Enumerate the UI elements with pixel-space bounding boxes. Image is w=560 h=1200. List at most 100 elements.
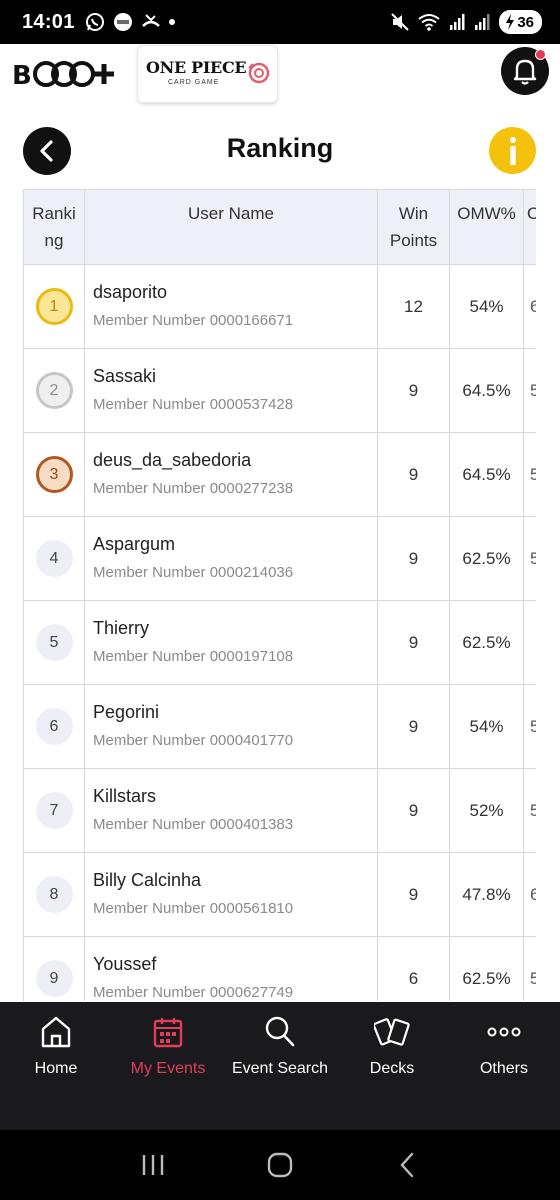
extra-column-cell bbox=[523, 600, 536, 685]
nav-decks[interactable]: Decks bbox=[336, 1002, 448, 1130]
rank-cell: 1 bbox=[23, 264, 85, 349]
rank-cell: 2 bbox=[23, 348, 85, 433]
mute-icon bbox=[391, 13, 410, 31]
win-points-cell: 9 bbox=[377, 348, 450, 433]
omw-cell: 64.5% bbox=[449, 432, 524, 517]
recents-icon bbox=[143, 1155, 164, 1175]
bell-icon bbox=[513, 59, 537, 85]
table-header-row: Ranki ng User Name Win Points OMW% O bbox=[23, 189, 536, 265]
header-user-name[interactable]: User Name bbox=[84, 189, 378, 265]
chevron-left-icon bbox=[40, 140, 53, 162]
omw-cell: 54% bbox=[449, 264, 524, 349]
win-points-cell: 9 bbox=[377, 684, 450, 769]
member-number: Member Number 0000561810 bbox=[93, 900, 294, 917]
missed-call-icon bbox=[141, 14, 160, 27]
header-extra-column[interactable]: O bbox=[523, 189, 536, 265]
bottom-nav: Home My Events Event Search bbox=[0, 1002, 560, 1130]
game-logo-subtitle: CARD GAME bbox=[168, 79, 220, 86]
home-button[interactable] bbox=[260, 1145, 300, 1185]
table-row[interactable]: 8 Billy Calcinha Member Number 0000561810 9… bbox=[23, 852, 536, 937]
user-name[interactable]: Aspargum bbox=[93, 534, 176, 554]
nav-event-search[interactable]: Event Search bbox=[224, 1002, 336, 1130]
nav-event-search-label: Event Search bbox=[231, 1060, 329, 1077]
rank-badge: 6 bbox=[35, 708, 73, 745]
extra-column-cell: 5 bbox=[523, 516, 536, 601]
rank-badge: 1 bbox=[35, 288, 73, 325]
search-icon bbox=[265, 1016, 295, 1047]
omw-cell: 64.5% bbox=[449, 348, 524, 433]
info-icon bbox=[509, 136, 516, 165]
nav-others[interactable]: Others bbox=[448, 1002, 560, 1130]
nav-decks-label: Decks bbox=[369, 1060, 415, 1077]
user-name[interactable]: deus_da_sabedoria bbox=[93, 450, 252, 470]
user-name[interactable]: Thierry bbox=[93, 618, 150, 638]
status-time: 14:01 bbox=[22, 10, 75, 33]
notifications-button[interactable] bbox=[501, 47, 549, 95]
home-circle-icon bbox=[267, 1152, 293, 1178]
sticker-app-icon bbox=[113, 13, 132, 31]
user-name[interactable]: Pegorini bbox=[93, 702, 160, 722]
battery-charging-icon bbox=[506, 14, 515, 30]
omw-cell: 62.5% bbox=[449, 600, 524, 685]
extra-column-cell: 5 bbox=[523, 768, 536, 853]
table-row[interactable]: 7 Killstars Member Number 0000401383 952%5 bbox=[23, 768, 536, 853]
battery-level: 36 bbox=[517, 13, 534, 31]
nav-home[interactable]: Home bbox=[0, 1002, 112, 1130]
table-row[interactable]: 9 Youssef Member Number 0000627749 662.5%5 bbox=[23, 936, 536, 1001]
info-button[interactable] bbox=[489, 127, 536, 174]
svg-text:B: B bbox=[12, 61, 32, 90]
more-dots-icon bbox=[487, 1027, 521, 1037]
header-omw[interactable]: OMW% bbox=[449, 189, 524, 265]
member-number: Member Number 0000277238 bbox=[93, 480, 294, 497]
header-win-points-line1: Win bbox=[398, 204, 429, 223]
one-piece-card-game-logo[interactable]: ONE PIECE CARD GAME bbox=[137, 45, 278, 103]
ranking-table-container[interactable]: Ranki ng User Name Win Points OMW% O 1 ds… bbox=[23, 189, 536, 1001]
header-win-points[interactable]: Win Points bbox=[377, 189, 450, 265]
signal-icon bbox=[450, 14, 465, 30]
win-points-cell: 9 bbox=[377, 516, 450, 601]
page-title: Ranking bbox=[226, 133, 334, 163]
rank-cell: 5 bbox=[23, 600, 85, 685]
whatsapp-icon bbox=[85, 13, 104, 31]
table-row[interactable]: 3 deus_da_sabedoria Member Number 00002772… bbox=[23, 432, 536, 517]
bandai-tcg-plus-logo[interactable]: B bbox=[12, 58, 116, 90]
user-name[interactable]: Youssef bbox=[93, 954, 157, 974]
table-row[interactable]: 5 Thierry Member Number 0000197108 9 62.5% bbox=[23, 600, 536, 685]
user-name[interactable]: dsaporito bbox=[93, 282, 168, 302]
user-name[interactable]: Killstars bbox=[93, 786, 157, 806]
user-name[interactable]: Sassaki bbox=[93, 366, 157, 386]
win-points-cell: 9 bbox=[377, 432, 450, 517]
user-cell: Aspargum Member Number 0000214036 bbox=[84, 516, 378, 601]
extra-column-cell: 5 bbox=[523, 432, 536, 517]
nav-others-label: Others bbox=[479, 1060, 528, 1077]
rank-cell: 7 bbox=[23, 768, 85, 853]
omw-cell: 62.5% bbox=[449, 516, 524, 601]
back-nav-button[interactable] bbox=[387, 1145, 427, 1185]
win-points-cell: 9 bbox=[377, 852, 450, 937]
header-ranking[interactable]: Ranki ng bbox=[23, 189, 85, 265]
extra-column-cell: 5 bbox=[523, 936, 536, 1001]
header-ranking-line2: ng bbox=[44, 231, 64, 250]
rank-cell: 3 bbox=[23, 432, 85, 517]
rank-cell: 4 bbox=[23, 516, 85, 601]
table-row[interactable]: 4 Aspargum Member Number 0000214036 962.5%5 bbox=[23, 516, 536, 601]
user-name[interactable]: Billy Calcinha bbox=[93, 870, 202, 890]
calendar-icon bbox=[153, 1018, 183, 1048]
game-logo-title: ONE PIECE bbox=[146, 58, 247, 77]
table-row[interactable]: 2 Sassaki Member Number 0000537428 964.5%5 bbox=[23, 348, 536, 433]
rank-cell: 6 bbox=[23, 684, 85, 769]
header-win-points-line2: Points bbox=[389, 231, 438, 250]
member-number: Member Number 0000166671 bbox=[93, 312, 294, 329]
table-row[interactable]: 6 Pegorini Member Number 0000401770 954%5 bbox=[23, 684, 536, 769]
recents-button[interactable] bbox=[133, 1145, 173, 1185]
user-cell: Killstars Member Number 0000401383 bbox=[84, 768, 378, 853]
win-points-cell: 12 bbox=[377, 264, 450, 349]
nav-my-events[interactable]: My Events bbox=[112, 1002, 224, 1130]
status-system-icons: 36 bbox=[391, 10, 542, 34]
rank-cell: 9 bbox=[23, 936, 85, 1001]
user-cell: deus_da_sabedoria Member Number 000027723… bbox=[84, 432, 378, 517]
nav-home-label: Home bbox=[34, 1060, 78, 1077]
back-button[interactable] bbox=[23, 127, 71, 175]
rank-badge: 4 bbox=[35, 540, 73, 577]
